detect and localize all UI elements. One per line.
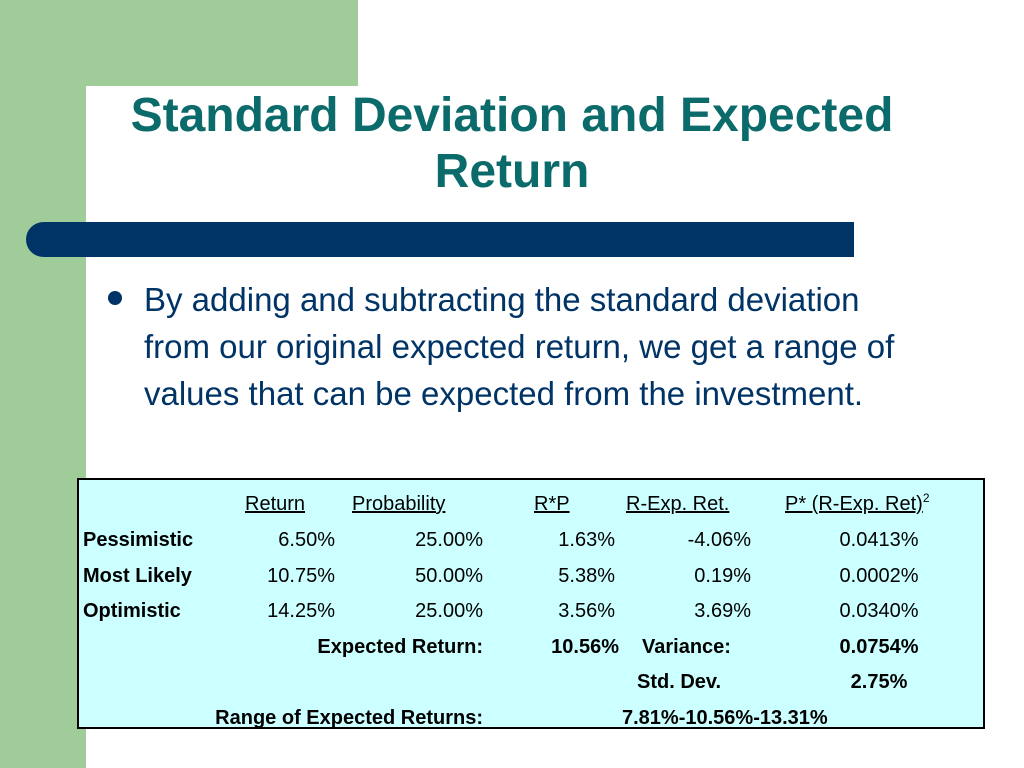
variance-value: 0.0754% (839, 636, 919, 658)
cell-rp: 3.56% (558, 600, 615, 622)
header-psq-superscript: 2 (922, 491, 930, 505)
row-label: Pessimistic (83, 529, 194, 551)
bullet-text: By adding and subtracting the standard d… (144, 281, 895, 412)
cell-rexp: 0.19% (694, 565, 751, 587)
title-line-2: Return (434, 145, 590, 198)
row-label: Optimistic (83, 600, 181, 622)
cell-rexp: -4.06% (687, 529, 751, 551)
range-label: Range of Expected Returns: (215, 707, 483, 729)
cell-return: 10.75% (267, 565, 335, 587)
left-green-bar (0, 0, 86, 768)
header-probability: Probability (352, 493, 446, 515)
cell-return: 14.25% (267, 600, 335, 622)
cell-rp: 1.63% (558, 529, 615, 551)
expected-return-value: 10.56% (551, 636, 619, 658)
cell-psq: 0.0340% (839, 600, 919, 622)
header-psq-text: P* (R-Exp. Ret) (785, 493, 923, 515)
slide-title: Standard Deviation and Expected Return (96, 88, 928, 200)
range-value: 7.81%-10.56%-13.31% (622, 707, 828, 729)
variance-label: Variance: (642, 636, 731, 658)
header-rp: R*P (534, 493, 570, 515)
cell-probability: 25.00% (415, 529, 483, 551)
cell-rexp: 3.69% (694, 600, 751, 622)
row-label: Most Likely (83, 565, 192, 587)
header-psq: P* (R-Exp. Ret)2 (785, 492, 930, 516)
std-dev-value: 2.75% (850, 671, 908, 693)
bullet-dot-icon (108, 291, 122, 305)
cell-psq: 0.0002% (839, 565, 919, 587)
expected-return-label: Expected Return: (317, 636, 483, 658)
cell-return: 6.50% (278, 529, 335, 551)
cell-probability: 25.00% (415, 600, 483, 622)
header-rexp: R-Exp. Ret. (626, 493, 730, 515)
cell-probability: 50.00% (415, 565, 483, 587)
returns-table: Return Probability R*P R-Exp. Ret. P* (R… (77, 478, 985, 729)
cell-psq: 0.0413% (839, 529, 919, 551)
title-divider-bar (26, 222, 854, 257)
header-return: Return (245, 493, 306, 515)
std-dev-label: Std. Dev. (637, 671, 722, 693)
cell-rp: 5.38% (558, 565, 615, 587)
title-line-1: Standard Deviation and Expected (130, 89, 894, 142)
top-green-block (86, 0, 358, 86)
